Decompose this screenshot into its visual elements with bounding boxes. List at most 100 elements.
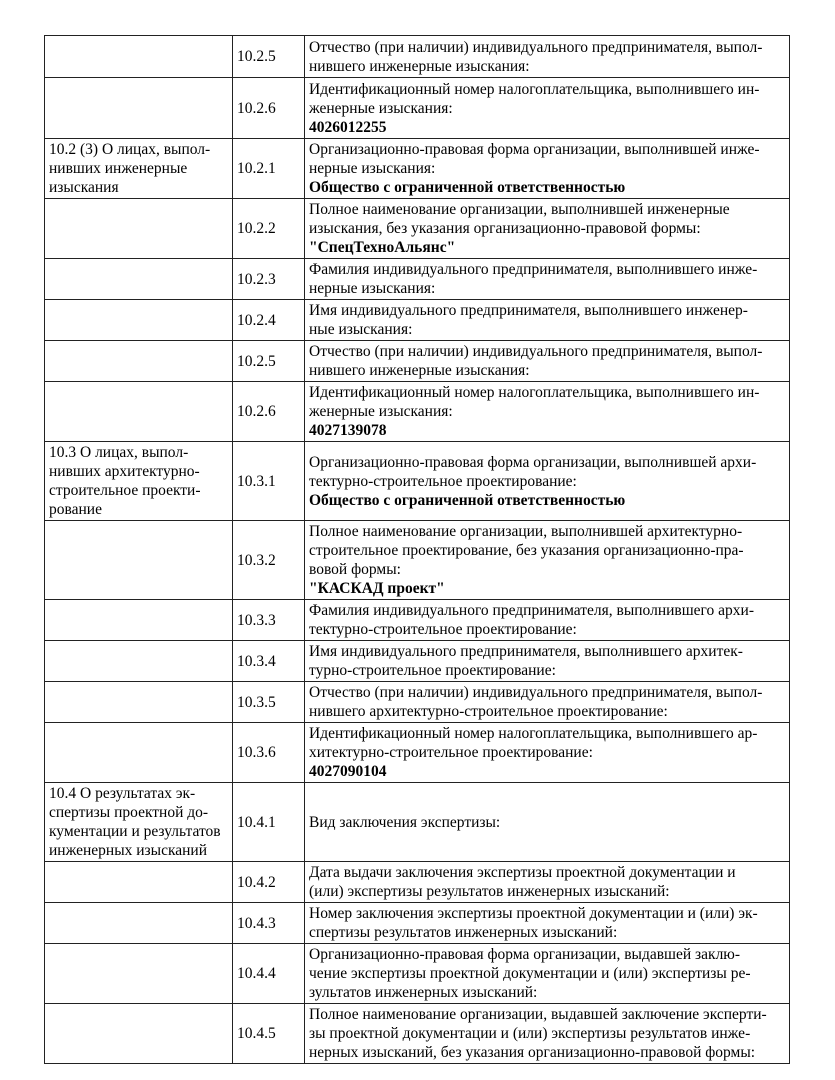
description-cell: Отчество (при наличии) индивидуального п… [304, 681, 790, 723]
item-code: 10.3.1 [232, 441, 305, 521]
section-title-line: нивших инженерные [49, 160, 188, 177]
section-title-line: изыскания [49, 179, 119, 196]
section-cell [44, 35, 233, 78]
section-cell [44, 640, 233, 682]
item-code: 10.4.4 [232, 943, 305, 1004]
description-line: нерных изысканий, без указания организац… [309, 1044, 756, 1061]
table-row: 10.2.4 Имя индивидуального предпринимател… [44, 299, 790, 341]
table-row: 10.2 (3) О лицах, выпол-нивших инженерны… [44, 138, 790, 199]
field-value: 4027090104 [309, 763, 387, 780]
field-value: Общество с ограниченной ответственностью [309, 179, 626, 196]
table-row: 10.2.2 Полное наименование организации, в… [44, 198, 790, 259]
section-cell [44, 340, 233, 382]
description-cell: Отчество (при наличии) индивидуального п… [304, 340, 790, 382]
section-cell [44, 77, 233, 139]
section-cell: 10.4 О результатах эк-спертизы проектной… [44, 782, 233, 862]
field-value: 4027139078 [309, 422, 387, 439]
description-line: женерные изыскания: [309, 403, 453, 420]
section-title-line: спертизы проектной до- [49, 804, 209, 821]
description-cell: Имя индивидуального предпринимателя, вып… [304, 640, 790, 682]
section-cell [44, 381, 233, 442]
section-title-line: нивших архитектурно- [49, 463, 200, 480]
description-line: нившего инженерные изыскания: [309, 362, 530, 379]
item-code: 10.2.5 [232, 35, 305, 78]
table-row: 10.2.6 Идентификационный номер налогоплат… [44, 77, 790, 139]
section-cell [44, 722, 233, 783]
table-row: 10.3.4 Имя индивидуального предпринимател… [44, 640, 790, 682]
description-line: Фамилия индивидуального предпринимателя,… [309, 261, 758, 278]
description-line: Организационно-правовая форма организаци… [309, 946, 741, 963]
section-title-line: 10.2 (3) О лицах, выпол- [49, 141, 211, 158]
item-code: 10.3.5 [232, 681, 305, 723]
section-title-line: рование [49, 501, 102, 518]
description-line: чение экспертизы проектной документации … [309, 965, 751, 982]
item-code: 10.2.6 [232, 381, 305, 442]
description-line: Вид заключения экспертизы: [309, 813, 501, 831]
item-code: 10.3.6 [232, 722, 305, 783]
description-line: Отчество (при наличии) индивидуального п… [309, 38, 763, 56]
description-line: изыскания, без указания организационно-п… [309, 220, 701, 237]
description-line: женерные изыскания: [309, 99, 453, 117]
description-cell: Дата выдачи заключения экспертизы проект… [304, 861, 790, 903]
description-line: Идентификационный номер налогоплательщик… [309, 384, 760, 401]
description-cell: Полное наименование организации, выдавше… [304, 1003, 790, 1064]
description-line: Отчество (при наличии) индивидуального п… [309, 343, 763, 360]
table-row: 10.3.3 Фамилия индивидуального предприним… [44, 599, 790, 641]
table-row: 10.4.5 Полное наименование организации, в… [44, 1003, 790, 1064]
description-cell: Полное наименование организации, выполни… [304, 520, 790, 600]
description-line: Фамилия индивидуального предпринимателя,… [309, 602, 754, 619]
table-row: 10.3.5 Отчество (при наличии) индивидуаль… [44, 681, 790, 723]
section-cell [44, 520, 233, 600]
description-line: спертизы результатов инженерных изыскани… [309, 924, 618, 941]
item-code: 10.2.5 [232, 340, 305, 382]
item-code: 10.3.3 [232, 599, 305, 641]
item-code: 10.2.1 [232, 138, 305, 199]
field-value: Общество с ограниченной ответственностью [309, 491, 626, 509]
description-line: Организационно-правовая форма организаци… [309, 141, 760, 158]
description-cell: Имя индивидуального предпринимателя, вып… [304, 299, 790, 341]
section-cell: 10.3 О лицах, выпол-нивших архитектурно-… [44, 441, 233, 521]
description-line: вовой формы: [309, 561, 401, 578]
section-cell [44, 1003, 233, 1064]
table-row: 10.4.4 Организационно-правовая форма орга… [44, 943, 790, 1004]
item-code: 10.4.1 [232, 782, 305, 862]
section-cell [44, 902, 233, 944]
description-line: Полное наименование организации, выполни… [309, 523, 743, 540]
description-cell: Вид заключения экспертизы: [304, 782, 790, 862]
item-code: 10.2.3 [232, 258, 305, 300]
item-code: 10.2.4 [232, 299, 305, 341]
description-cell: Идентификационный номер налогоплательщик… [304, 77, 790, 139]
section-title-line: инженерных изысканий [49, 842, 208, 859]
description-line: строительное проектирование, без указани… [309, 542, 744, 559]
description-line: нерные изыскания: [309, 280, 436, 297]
section-title-line: строительное проекти- [49, 482, 201, 499]
description-line: нерные изыскания: [309, 160, 436, 177]
description-cell: Идентификационный номер налогоплательщик… [304, 381, 790, 442]
item-code: 10.4.2 [232, 861, 305, 903]
table-row: 10.4.2 Дата выдачи заключения экспертизы … [44, 861, 790, 903]
description-cell: Фамилия индивидуального предпринимателя,… [304, 258, 790, 300]
description-line: турно-строительное проектирование: [309, 662, 556, 679]
table-row: 10.2.5 Отчество (при наличии) индивидуаль… [44, 340, 790, 382]
description-line: (или) экспертизы результатов инженерных … [309, 883, 670, 900]
item-code: 10.2.2 [232, 198, 305, 259]
description-line: нившего архитектурно-строительное проект… [309, 703, 668, 720]
table-row: 10.4 О результатах эк-спертизы проектной… [44, 782, 790, 862]
description-line: ные изыскания: [309, 321, 413, 338]
description-cell: Организационно-правовая форма организаци… [304, 441, 790, 521]
table-row: 10.4.3 Номер заключения экспертизы проект… [44, 902, 790, 944]
description-line: нившего инженерные изыскания: [309, 57, 530, 75]
description-cell: Полное наименование организации, выполни… [304, 198, 790, 259]
item-code: 10.2.6 [232, 77, 305, 139]
item-code: 10.3.2 [232, 520, 305, 600]
section-cell [44, 599, 233, 641]
section-cell [44, 258, 233, 300]
section-cell [44, 198, 233, 259]
description-line: Организационно-правовая форма организаци… [309, 453, 757, 471]
table-row: 10.3 О лицах, выпол-нивших архитектурно-… [44, 441, 790, 521]
item-code: 10.4.5 [232, 1003, 305, 1064]
item-code: 10.4.3 [232, 902, 305, 944]
section-title-line: кументации и результатов [49, 823, 221, 840]
description-cell: Отчество (при наличии) индивидуального п… [304, 35, 790, 78]
table-row: 10.2.5 Отчество (при наличии) индивидуаль… [44, 35, 790, 78]
